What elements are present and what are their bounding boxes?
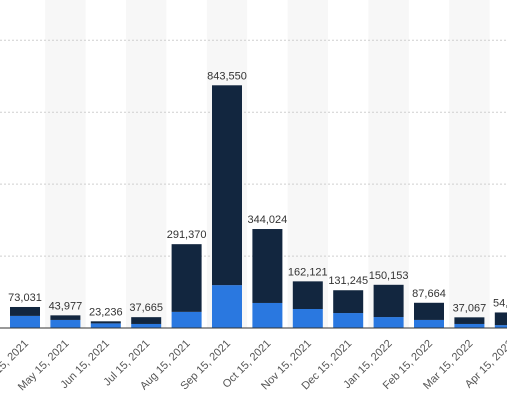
total-label: 23,236 <box>89 306 123 318</box>
bar-segment <box>373 284 404 318</box>
column-band <box>287 0 328 328</box>
total-label: 73,031 <box>8 292 42 304</box>
bar-segment <box>454 323 485 328</box>
total-label: 162,121 <box>288 266 328 278</box>
total-label: 37,665 <box>129 302 163 314</box>
total-label: 150,153 <box>369 270 409 282</box>
total-label: 43,977 <box>49 300 83 312</box>
total-label: 131,245 <box>328 275 368 287</box>
bar-segment <box>494 312 507 326</box>
bar-segment <box>252 302 283 328</box>
bar-segment <box>131 323 162 328</box>
bar-segment <box>212 85 242 286</box>
bar-segment <box>373 317 404 328</box>
bar-segment <box>131 317 162 324</box>
bar-segment <box>50 319 81 328</box>
bar-segment <box>212 285 242 328</box>
bar-segment <box>333 290 364 314</box>
column-band <box>368 0 409 328</box>
bar-segment <box>171 311 202 328</box>
bar-segment <box>252 229 283 303</box>
total-label: 54,000 <box>493 297 507 309</box>
bar-segment <box>494 325 507 328</box>
bar-segment <box>10 306 40 316</box>
bar-segment <box>414 319 444 328</box>
column-band <box>45 0 86 328</box>
column-band <box>126 0 167 328</box>
bar-segment <box>333 313 364 328</box>
bar-segment <box>10 315 40 328</box>
bar-segment <box>90 323 121 328</box>
bar-segment <box>90 321 121 324</box>
bar-segment <box>50 315 81 320</box>
bar-segment <box>292 309 323 328</box>
total-label: 843,550 <box>207 70 247 82</box>
column-band <box>449 0 490 328</box>
total-label: 87,664 <box>412 288 446 300</box>
total-label: 37,067 <box>453 302 487 314</box>
bar-segment <box>292 281 323 310</box>
bar-segment <box>171 244 202 312</box>
total-label: 291,370 <box>167 229 207 241</box>
total-label: 344,024 <box>248 214 288 226</box>
bar-segment <box>454 317 485 324</box>
bar-segment <box>414 302 444 320</box>
